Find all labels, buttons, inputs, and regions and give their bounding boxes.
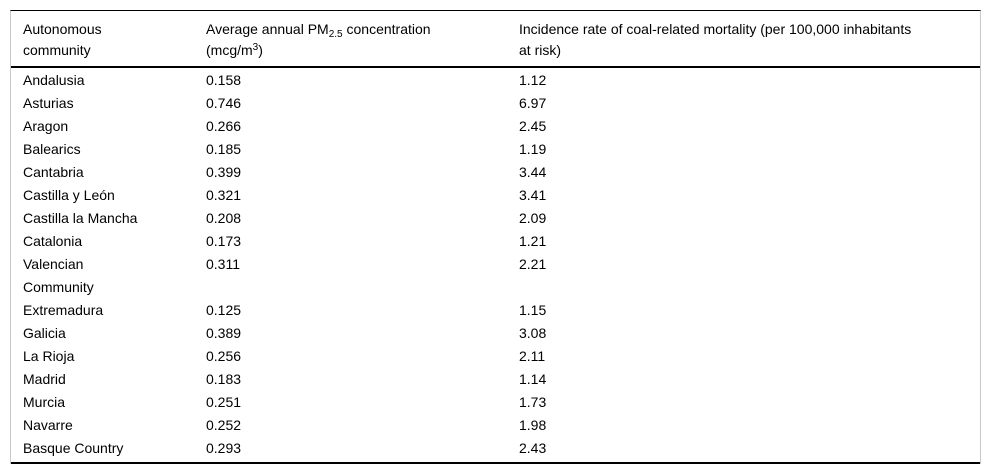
- pm25-cell: 0.293: [206, 440, 242, 456]
- pm25-cell: 0.311: [206, 256, 240, 272]
- community-cell: Valencian Community: [23, 256, 94, 295]
- rate-cell: 1.15: [519, 302, 547, 318]
- rate-cell: 3.08: [519, 325, 547, 341]
- table-row: Castilla la Mancha 0.208 2.09: [11, 207, 980, 230]
- pm25-cell: 0.183: [206, 371, 242, 387]
- table-body: Andalusia 0.158 1.12 Asturias 0.746 6.97…: [11, 68, 980, 462]
- table-row: Valencian Community 0.311 2.21: [11, 253, 980, 299]
- rate-cell: 2.45: [519, 118, 547, 134]
- rate-cell: 2.09: [519, 210, 547, 226]
- community-cell: La Rioja: [23, 348, 75, 364]
- community-cell: Murcia: [23, 394, 66, 410]
- community-cell: Madrid: [23, 371, 66, 387]
- rate-cell: 1.73: [519, 394, 547, 410]
- community-cell: Galicia: [23, 325, 66, 341]
- pm25-cell: 0.185: [206, 141, 242, 157]
- header-community: Autonomous community: [23, 21, 102, 58]
- community-cell: Cantabria: [23, 164, 84, 180]
- table-header-row: Autonomous community Average annual PM2.…: [11, 11, 980, 66]
- pm25-cell: 0.252: [206, 417, 242, 433]
- rate-cell: 6.97: [519, 95, 547, 111]
- table-row: Balearics 0.185 1.19: [11, 138, 980, 161]
- header-pm25-units-close: ): [258, 42, 263, 58]
- rate-cell: 1.14: [519, 371, 547, 387]
- community-cell: Andalusia: [23, 72, 85, 88]
- table-row: Aragon 0.266 2.45: [11, 115, 980, 138]
- community-cell: Catalonia: [23, 233, 83, 249]
- pm25-cell: 0.321: [206, 187, 242, 203]
- header-pm25: Average annual PM2.5 concentration (mcg/m…: [194, 19, 507, 61]
- rate-cell: 3.41: [519, 187, 547, 203]
- rate-cell: 2.43: [519, 440, 547, 456]
- table-row: Murcia 0.251 1.73: [11, 391, 980, 414]
- rate-cell: 3.44: [519, 164, 547, 180]
- community-cell: Navarre: [23, 417, 73, 433]
- table-row: Catalonia 0.173 1.21: [11, 230, 980, 253]
- data-table: Autonomous community Average annual PM2.…: [10, 10, 981, 464]
- pm25-cell: 0.251: [206, 394, 242, 410]
- pm25-cell: 0.173: [206, 233, 242, 249]
- table-row: Navarre 0.252 1.98: [11, 414, 980, 437]
- rate-cell: 2.21: [519, 256, 547, 272]
- table-row: Andalusia 0.158 1.12: [11, 69, 980, 92]
- rate-cell: 2.11: [519, 348, 546, 364]
- community-cell: Extremadura: [23, 302, 104, 318]
- community-cell: Balearics: [23, 141, 81, 157]
- rate-cell: 1.21: [519, 233, 547, 249]
- rate-cell: 1.12: [519, 72, 547, 88]
- header-pm25-text: Average annual PM: [206, 21, 329, 37]
- table-row: Castilla y León 0.321 3.41: [11, 184, 980, 207]
- header-pm25-text-2: concentration: [342, 21, 431, 37]
- table-row: Asturias 0.746 6.97: [11, 92, 980, 115]
- pm25-cell: 0.208: [206, 210, 242, 226]
- header-pm25-subscript: 2.5: [328, 29, 343, 40]
- table-row: Extremadura 0.125 1.15: [11, 299, 980, 322]
- community-cell: Castilla la Mancha: [23, 210, 138, 226]
- pm25-cell: 0.256: [206, 348, 242, 364]
- pm25-cell: 0.399: [206, 164, 242, 180]
- pm25-cell: 0.389: [206, 325, 242, 341]
- header-incidence-rate: Incidence rate of coal-related mortality…: [519, 21, 912, 58]
- rate-cell: 1.19: [519, 141, 547, 157]
- community-cell: Asturias: [23, 95, 74, 111]
- community-cell: Basque Country: [23, 440, 124, 456]
- table-row: Basque Country 0.293 2.43: [11, 437, 980, 460]
- pm25-cell: 0.266: [206, 118, 242, 134]
- table-row: Madrid 0.183 1.14: [11, 368, 980, 391]
- table-row: La Rioja 0.256 2.11: [11, 345, 980, 368]
- table-row: Galicia 0.389 3.08: [11, 322, 980, 345]
- community-cell: Aragon: [23, 118, 69, 134]
- pm25-cell: 0.125: [206, 302, 242, 318]
- table-row: Cantabria 0.399 3.44: [11, 161, 980, 184]
- rate-cell: 1.98: [519, 417, 547, 433]
- header-pm25-units: (mcg/m: [206, 42, 253, 58]
- pm25-cell: 0.746: [206, 95, 242, 111]
- bottom-rule: [11, 462, 980, 464]
- header-pm25-superscript: 3: [252, 42, 259, 53]
- pm25-cell: 0.158: [206, 72, 242, 88]
- community-cell: Castilla y León: [23, 187, 115, 203]
- header-separator-rule: [11, 66, 980, 68]
